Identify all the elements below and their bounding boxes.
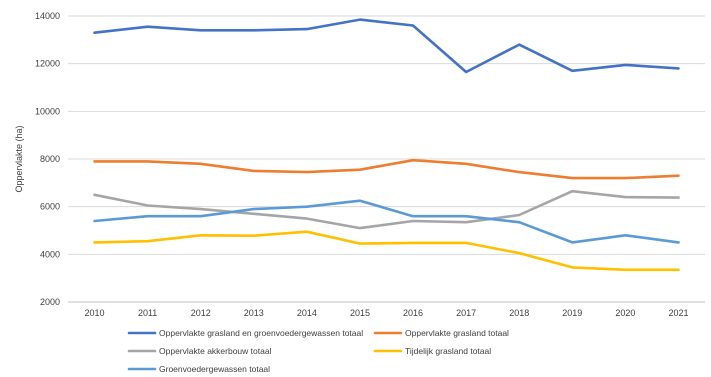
legend-label: Groenvoedergewassen totaal bbox=[159, 364, 270, 374]
series-line-4 bbox=[93, 230, 680, 272]
series-lines bbox=[93, 18, 680, 272]
series-line-3 bbox=[93, 189, 680, 230]
x-tick-label: 2018 bbox=[509, 308, 529, 318]
legend-item: Oppervlakte akkerbouw totaal bbox=[127, 346, 272, 356]
y-tick-label: 6000 bbox=[40, 202, 60, 212]
series-line-1 bbox=[93, 18, 680, 74]
legend-label: Oppervlakte akkerbouw totaal bbox=[159, 346, 272, 356]
x-tick-label: 2011 bbox=[138, 308, 157, 318]
x-tick-label: 2017 bbox=[456, 308, 476, 318]
legend-item: Oppervlakte grasland totaal bbox=[373, 328, 509, 338]
y-tick-label: 2000 bbox=[40, 297, 60, 307]
series-line-5 bbox=[93, 199, 680, 244]
y-axis-label: Oppervlakte (ha) bbox=[14, 125, 24, 192]
y-tick-label: 10000 bbox=[35, 106, 60, 116]
series-line-2 bbox=[93, 158, 680, 180]
y-tick-label: 14000 bbox=[35, 11, 60, 21]
x-tick-label: 2021 bbox=[668, 308, 688, 318]
x-tick-label: 2016 bbox=[403, 308, 423, 318]
x-tick-label: 2014 bbox=[297, 308, 317, 318]
legend-item: Tijdelijk grasland totaal bbox=[373, 346, 491, 356]
legend-label: Oppervlakte grasland totaal bbox=[405, 328, 509, 338]
x-tick-label: 2012 bbox=[191, 308, 211, 318]
legend-label: Tijdelijk grasland totaal bbox=[405, 346, 491, 356]
x-tick-label: 2015 bbox=[350, 308, 370, 318]
gridlines bbox=[68, 15, 705, 303]
x-tick-label: 2010 bbox=[85, 308, 105, 318]
x-tick-label: 2020 bbox=[615, 308, 635, 318]
legend-item: Groenvoedergewassen totaal bbox=[127, 364, 270, 374]
legend-item: Oppervlakte grasland en groenvoedergewas… bbox=[127, 328, 363, 338]
legend-label: Oppervlakte grasland en groenvoedergewas… bbox=[159, 328, 363, 338]
x-tick-label: 2013 bbox=[244, 308, 264, 318]
y-tick-label: 4000 bbox=[40, 249, 60, 259]
x-tick-label: 2019 bbox=[562, 308, 582, 318]
y-tick-label: 12000 bbox=[35, 59, 60, 69]
legend: Oppervlakte grasland en groenvoedergewas… bbox=[127, 328, 509, 374]
x-axis-ticks: 2010 2011 2012 2013 2014 2015 2016 2017 2018 2019… bbox=[85, 308, 689, 318]
y-tick-label: 8000 bbox=[40, 154, 60, 164]
y-axis-ticks: 2000 4000 6000 8000 10000 12000 14000 bbox=[35, 11, 60, 307]
